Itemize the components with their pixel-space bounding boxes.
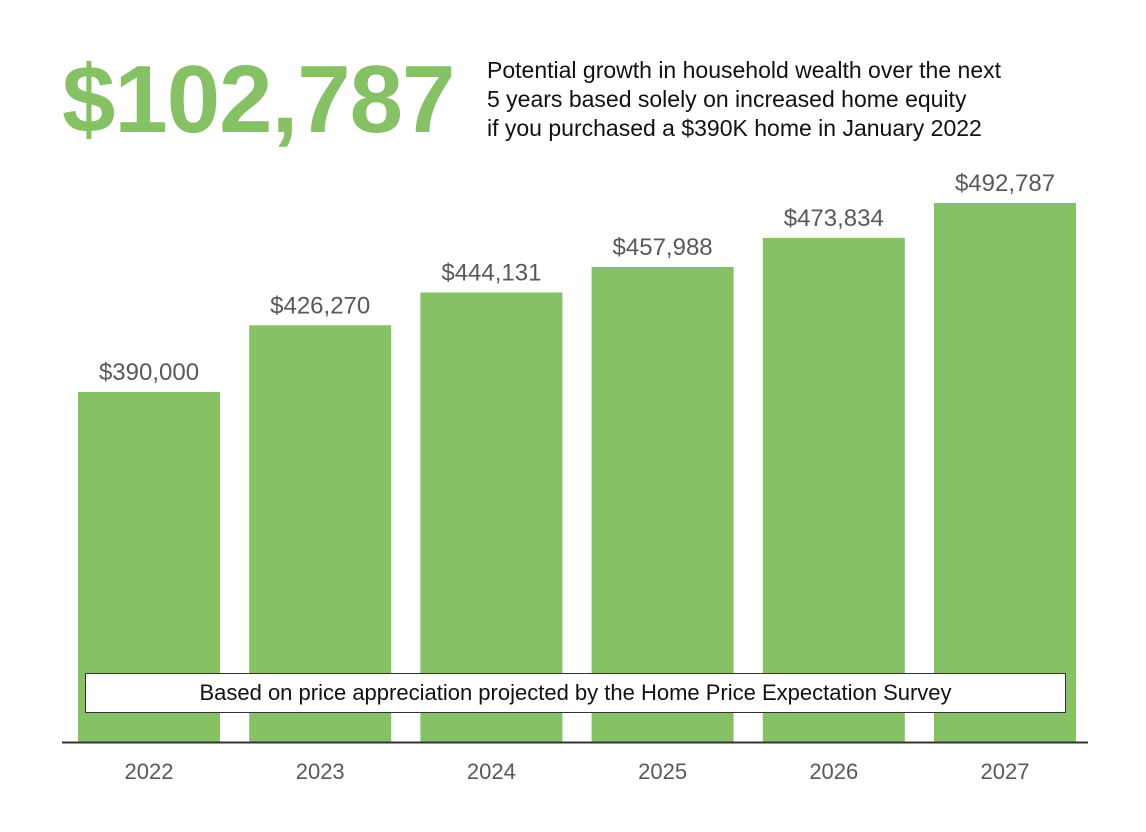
bar-2026 (762, 237, 905, 742)
x-tick-label-2027: 2027 (981, 759, 1030, 784)
x-tick-label-2023: 2023 (296, 759, 345, 784)
subtitle-line-3: if you purchased a $390K home in January… (487, 115, 982, 141)
data-label-2023: $426,270 (270, 292, 370, 319)
chart-subtitle: Potential growth in household wealth ove… (487, 56, 1107, 143)
x-tick-label-2022: 2022 (125, 759, 174, 784)
source-note: Based on price appreciation projected by… (85, 673, 1066, 713)
bar-2023 (249, 325, 392, 742)
data-label-2022: $390,000 (99, 359, 199, 386)
subtitle-line-1: Potential growth in household wealth ove… (487, 57, 1001, 83)
data-label-2025: $457,988 (613, 234, 713, 261)
x-tick-label-2024: 2024 (467, 759, 516, 784)
bar-2025 (591, 266, 734, 742)
data-label-2026: $473,834 (784, 205, 884, 232)
x-tick-label-2026: 2026 (809, 759, 858, 784)
subtitle-line-2: 5 years based solely on increased home e… (487, 86, 967, 112)
bar-2027 (934, 203, 1076, 742)
headline-value: $102,787 (62, 46, 455, 153)
data-label-2027: $492,787 (955, 170, 1055, 197)
x-tick-label-2025: 2025 (638, 759, 687, 784)
bar-2024 (420, 292, 563, 742)
data-label-2024: $444,131 (441, 259, 541, 286)
